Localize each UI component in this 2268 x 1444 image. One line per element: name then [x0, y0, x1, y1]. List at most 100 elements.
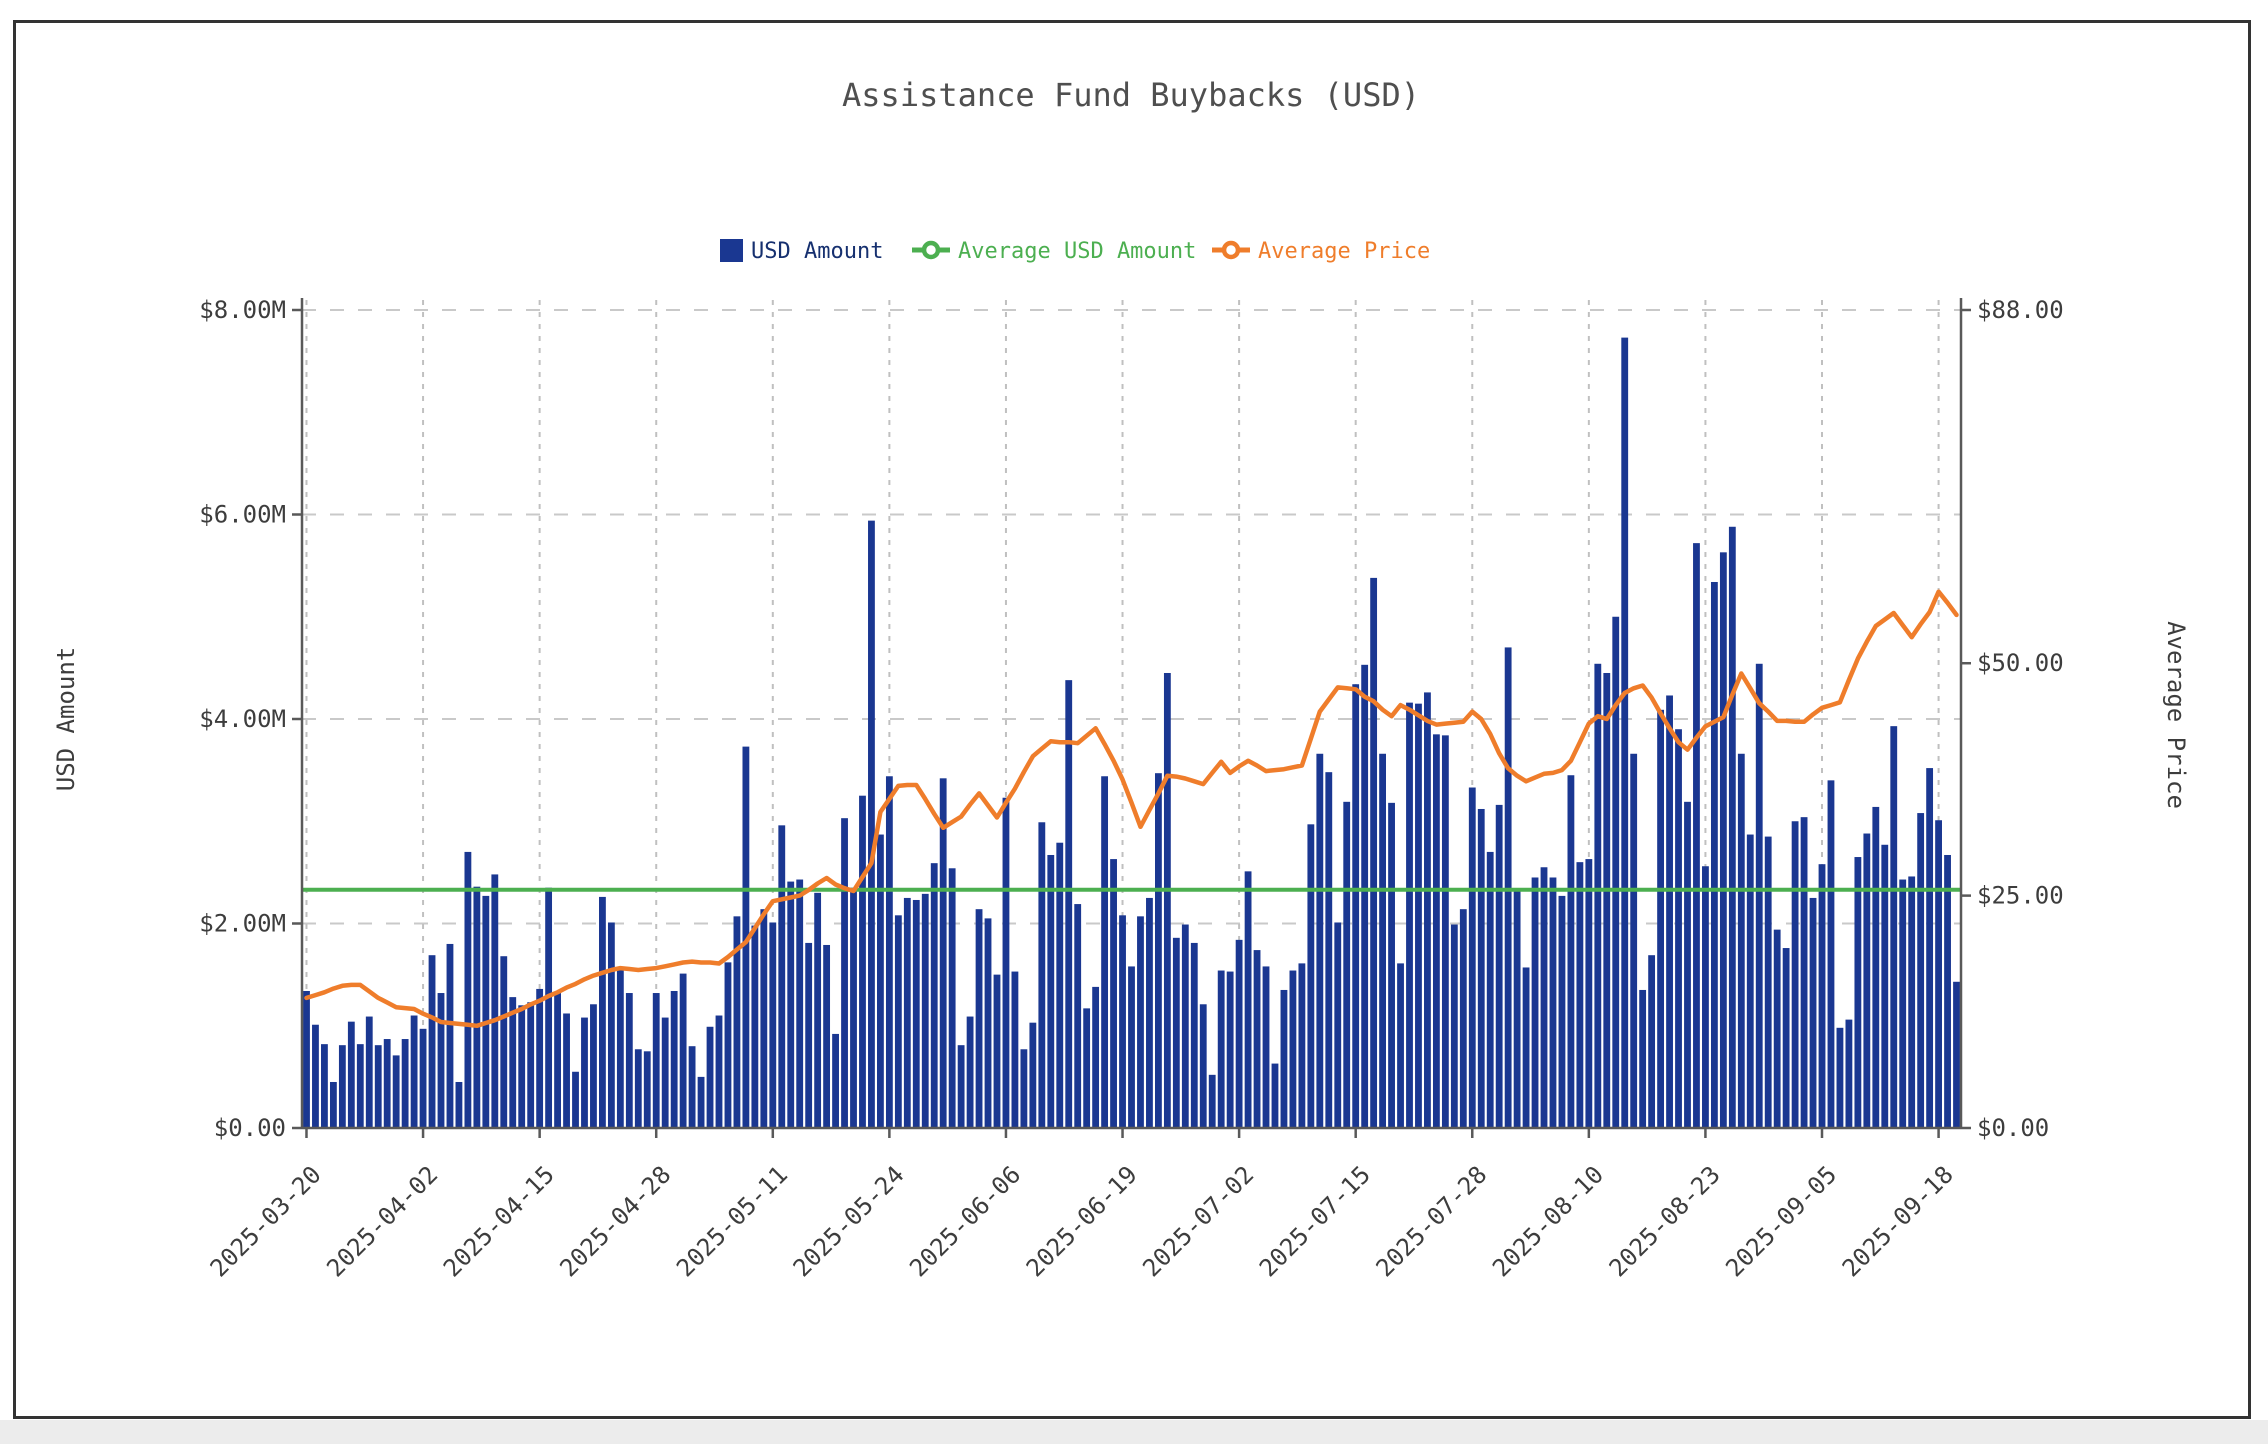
usd-amount-bar[interactable] — [1522, 967, 1530, 1128]
usd-amount-bar[interactable] — [877, 834, 884, 1128]
usd-amount-bar[interactable] — [1710, 581, 1718, 1128]
usd-amount-bar[interactable] — [1576, 862, 1584, 1128]
usd-amount-bar[interactable] — [1845, 1019, 1853, 1128]
usd-amount-bar[interactable] — [1011, 971, 1019, 1128]
usd-amount-bar[interactable] — [1531, 877, 1539, 1128]
usd-amount-bar[interactable] — [625, 993, 633, 1128]
usd-amount-bar[interactable] — [894, 915, 902, 1128]
usd-amount-bar[interactable] — [948, 868, 956, 1128]
usd-amount-bar[interactable] — [1737, 753, 1745, 1128]
usd-amount-bar[interactable] — [419, 1028, 427, 1128]
usd-amount-bar[interactable] — [975, 909, 983, 1128]
usd-amount-bar[interactable] — [1728, 526, 1736, 1128]
usd-amount-bar[interactable] — [1128, 966, 1135, 1128]
usd-amount-bar[interactable] — [1486, 851, 1494, 1128]
usd-amount-bar[interactable] — [347, 1021, 355, 1128]
usd-amount-bar[interactable] — [374, 1045, 382, 1128]
usd-amount-bar[interactable] — [1863, 833, 1871, 1128]
usd-amount-bar[interactable] — [1459, 909, 1467, 1128]
usd-amount-bar[interactable] — [1827, 780, 1835, 1128]
usd-amount-bar[interactable] — [679, 973, 687, 1128]
usd-amount-bar[interactable] — [392, 1055, 400, 1128]
usd-amount-bar[interactable] — [1244, 871, 1252, 1128]
usd-amount-bar[interactable] — [1477, 808, 1485, 1128]
usd-amount-bar[interactable] — [1800, 817, 1808, 1128]
usd-amount-bar[interactable] — [1199, 1004, 1207, 1128]
usd-amount-bar[interactable] — [1603, 672, 1611, 1128]
usd-amount-bar[interactable] — [473, 886, 481, 1128]
usd-amount-bar[interactable] — [545, 887, 553, 1128]
usd-amount-bar[interactable] — [455, 1081, 463, 1128]
usd-amount-bar[interactable] — [491, 874, 499, 1128]
usd-amount-bar[interactable] — [1836, 1027, 1844, 1128]
usd-amount-bar[interactable] — [1379, 753, 1386, 1128]
usd-amount-bar[interactable] — [356, 1044, 364, 1128]
usd-amount-bar[interactable] — [1190, 942, 1198, 1128]
usd-amount-bar[interactable] — [383, 1039, 391, 1128]
usd-amount-bar[interactable] — [428, 955, 436, 1128]
usd-amount-bar[interactable] — [1809, 897, 1817, 1128]
usd-amount-bar[interactable] — [1047, 854, 1055, 1128]
usd-amount-bar[interactable] — [572, 1071, 579, 1128]
usd-amount-bar[interactable] — [859, 795, 866, 1128]
average-price-line[interactable] — [304, 589, 1959, 1029]
usd-amount-bar[interactable] — [778, 825, 786, 1128]
usd-amount-bar[interactable] — [1370, 577, 1378, 1128]
usd-amount-bar[interactable] — [1119, 915, 1126, 1128]
usd-amount-bar[interactable] — [850, 887, 857, 1128]
usd-amount-bar[interactable] — [1639, 989, 1647, 1128]
usd-amount-bar[interactable] — [1172, 937, 1180, 1128]
usd-amount-bar[interactable] — [903, 897, 911, 1128]
usd-amount-bar[interactable] — [1101, 776, 1109, 1128]
usd-amount-bar[interactable] — [1424, 692, 1431, 1128]
usd-amount-bar[interactable] — [1935, 820, 1942, 1128]
usd-amount-bar[interactable] — [1702, 866, 1709, 1128]
usd-amount-bar[interactable] — [1890, 726, 1898, 1128]
usd-amount-bar[interactable] — [1926, 768, 1934, 1128]
series-lines[interactable] — [302, 589, 1961, 1029]
usd-amount-bar[interactable] — [1719, 552, 1727, 1128]
usd-amount-bar[interactable] — [688, 1046, 696, 1128]
usd-amount-bar[interactable] — [607, 922, 615, 1128]
usd-amount-bar[interactable] — [321, 1044, 328, 1128]
usd-amount-bar[interactable] — [1630, 753, 1638, 1128]
usd-amount-bar[interactable] — [993, 974, 1001, 1129]
usd-amount-bar[interactable] — [1881, 844, 1889, 1128]
usd-amount-bar[interactable] — [868, 520, 875, 1128]
usd-amount-bar[interactable] — [957, 1045, 965, 1128]
usd-amount-bar[interactable] — [634, 1049, 642, 1128]
usd-amount-bar[interactable] — [1648, 955, 1656, 1128]
usd-amount-bar[interactable] — [303, 990, 310, 1128]
usd-amount-bar[interactable] — [1764, 836, 1772, 1128]
usd-amount-bar[interactable] — [652, 993, 660, 1128]
usd-amount-bar[interactable] — [742, 746, 750, 1128]
usd-amount-bar[interactable] — [1343, 801, 1351, 1128]
usd-amount-bar[interactable] — [1773, 929, 1781, 1128]
usd-amount-bar[interactable] — [590, 1004, 597, 1128]
usd-amount-bar[interactable] — [1020, 1049, 1028, 1128]
usd-amount-bar[interactable] — [1388, 802, 1395, 1128]
usd-amount-bar[interactable] — [1146, 897, 1153, 1128]
usd-amount-bar[interactable] — [312, 1024, 319, 1128]
usd-amount-bar[interactable] — [885, 776, 893, 1128]
legend-item-average-price[interactable]: Average Price — [1212, 239, 1430, 264]
usd-amount-bar[interactable] — [500, 956, 508, 1128]
usd-amount-bar[interactable] — [1791, 821, 1799, 1128]
usd-amount-bar[interactable] — [760, 909, 768, 1128]
usd-amount-bar[interactable] — [1181, 924, 1189, 1128]
usd-amount-bar[interactable] — [1038, 822, 1046, 1128]
usd-amount-bar[interactable] — [1235, 939, 1243, 1128]
usd-amount-bar[interactable] — [841, 818, 848, 1128]
usd-amount-bars[interactable] — [303, 337, 1960, 1129]
usd-amount-bar[interactable] — [1657, 709, 1664, 1128]
usd-amount-bar[interactable] — [697, 1076, 705, 1129]
usd-amount-bar[interactable] — [1621, 337, 1629, 1128]
usd-amount-bar[interactable] — [724, 962, 732, 1128]
usd-amount-bar[interactable] — [401, 1039, 409, 1128]
usd-amount-bar[interactable] — [912, 899, 920, 1128]
usd-amount-bar[interactable] — [751, 925, 759, 1128]
legend-item-average-usd-amount[interactable]: Average USD Amount — [912, 239, 1196, 264]
usd-amount-bar[interactable] — [554, 993, 561, 1128]
usd-amount-bar[interactable] — [984, 918, 992, 1128]
usd-amount-bar[interactable] — [706, 1026, 714, 1128]
